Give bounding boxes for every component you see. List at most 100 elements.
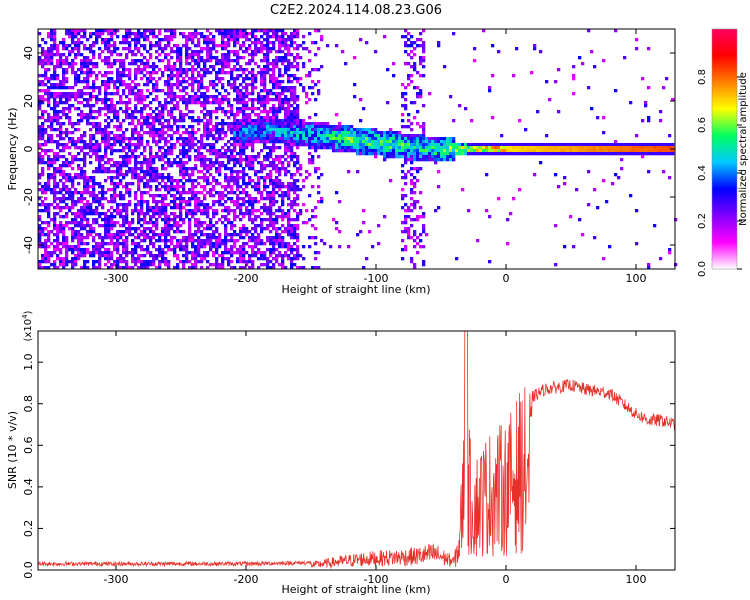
heatmap-cell (119, 203, 123, 207)
heatmap-cell (128, 86, 132, 90)
heatmap-cell (41, 83, 45, 87)
heatmap-cell (245, 47, 249, 51)
heatmap-cell (215, 116, 219, 120)
heatmap-cell (59, 230, 63, 234)
heatmap-cell (116, 164, 120, 168)
heatmap-cell (107, 125, 111, 129)
heatmap-cell (248, 200, 252, 204)
heatmap-cell (251, 53, 255, 57)
heatmap-cell (122, 239, 126, 243)
heatmap-cell (272, 125, 276, 129)
heatmap-cell (128, 74, 132, 78)
heatmap-cell (326, 146, 330, 150)
heatmap-cell (248, 119, 252, 123)
heatmap-cell (419, 155, 423, 159)
heatmap-cell (254, 131, 258, 135)
heatmap-cell (137, 98, 141, 102)
heatmap-cell (266, 125, 270, 129)
heatmap-cell (143, 185, 147, 189)
heatmap-cell (257, 131, 261, 135)
heatmap-cell (176, 182, 180, 186)
heatmap-cell (269, 116, 273, 120)
heatmap-cell (197, 38, 201, 42)
heatmap-cell (245, 113, 249, 117)
heatmap-cell (281, 38, 285, 42)
heatmap-cell (125, 104, 129, 108)
heatmap-cell (185, 245, 189, 249)
heatmap-cell (218, 245, 222, 249)
heatmap-cell (233, 212, 237, 216)
heatmap-cell (173, 200, 177, 204)
heatmap-cell (326, 125, 330, 129)
heatmap-cell (248, 98, 252, 102)
heatmap-cell (50, 203, 54, 207)
heatmap-cell (140, 254, 144, 258)
heatmap-cell (143, 254, 147, 258)
heatmap-cell (101, 131, 105, 135)
heatmap-cell (230, 68, 234, 72)
heatmap-cell (281, 155, 285, 159)
heatmap-cell (83, 131, 87, 135)
heatmap-cell (68, 35, 72, 39)
heatmap-cell (38, 32, 42, 36)
heatmap-cell (185, 104, 189, 108)
heatmap-cell (230, 110, 234, 114)
heatmap-cell (134, 125, 138, 129)
heatmap-cell (404, 221, 408, 225)
heatmap-cell (200, 80, 204, 84)
heatmap-cell (236, 161, 240, 165)
heatmap-cell (125, 209, 129, 213)
heatmap-cell (209, 227, 213, 231)
heatmap-cell (107, 260, 111, 264)
heatmap-cell (47, 209, 51, 213)
heatmap-cell (209, 38, 213, 42)
heatmap-cell (347, 137, 351, 141)
heatmap-cell (140, 230, 144, 234)
heatmap-cell (359, 152, 363, 156)
heatmap-cell (230, 125, 234, 129)
heatmap-cell (41, 134, 45, 138)
heatmap-cell (59, 86, 63, 90)
heatmap-cell (83, 80, 87, 84)
heatmap-cell (149, 65, 153, 69)
heatmap-cell (182, 218, 186, 222)
heatmap-cell (281, 128, 285, 132)
heatmap-cell (131, 134, 135, 138)
heatmap-cell (167, 140, 171, 144)
heatmap-cell (74, 29, 78, 33)
heatmap-cell (299, 137, 303, 141)
heatmap-cell (401, 95, 405, 99)
heatmap-cell (122, 251, 126, 255)
heatmap-cell (194, 32, 198, 36)
heatmap-cell (416, 71, 420, 75)
heatmap-cell (173, 122, 177, 126)
heatmap-cell (92, 188, 96, 192)
heatmap-cell (263, 179, 267, 183)
heatmap-cell (143, 146, 147, 150)
heatmap-cell (197, 44, 201, 48)
heatmap-cell (179, 74, 183, 78)
heatmap-cell (116, 266, 120, 270)
heatmap-cell (65, 260, 69, 264)
heatmap-cell (104, 212, 108, 216)
heatmap-cell (77, 164, 81, 168)
heatmap-cell (230, 74, 234, 78)
heatmap-cell (251, 128, 255, 132)
heatmap-cell (206, 209, 210, 213)
heatmap-cell (203, 74, 207, 78)
heatmap-cell (311, 266, 315, 270)
heatmap-cell (410, 44, 414, 48)
heatmap-cell (47, 215, 51, 219)
heatmap-cell (71, 29, 75, 33)
heatmap-cell (311, 158, 315, 162)
heatmap-cell (131, 80, 135, 84)
heatmap-cell (392, 131, 396, 135)
heatmap-cell (182, 32, 186, 36)
heatmap-cell (311, 236, 315, 240)
heatmap-cell (188, 266, 192, 270)
heatmap-cell (239, 245, 243, 249)
heatmap-cell (296, 125, 300, 129)
heatmap-cell (119, 260, 123, 264)
heatmap-cell (278, 185, 282, 189)
heatmap-cell (299, 122, 303, 126)
